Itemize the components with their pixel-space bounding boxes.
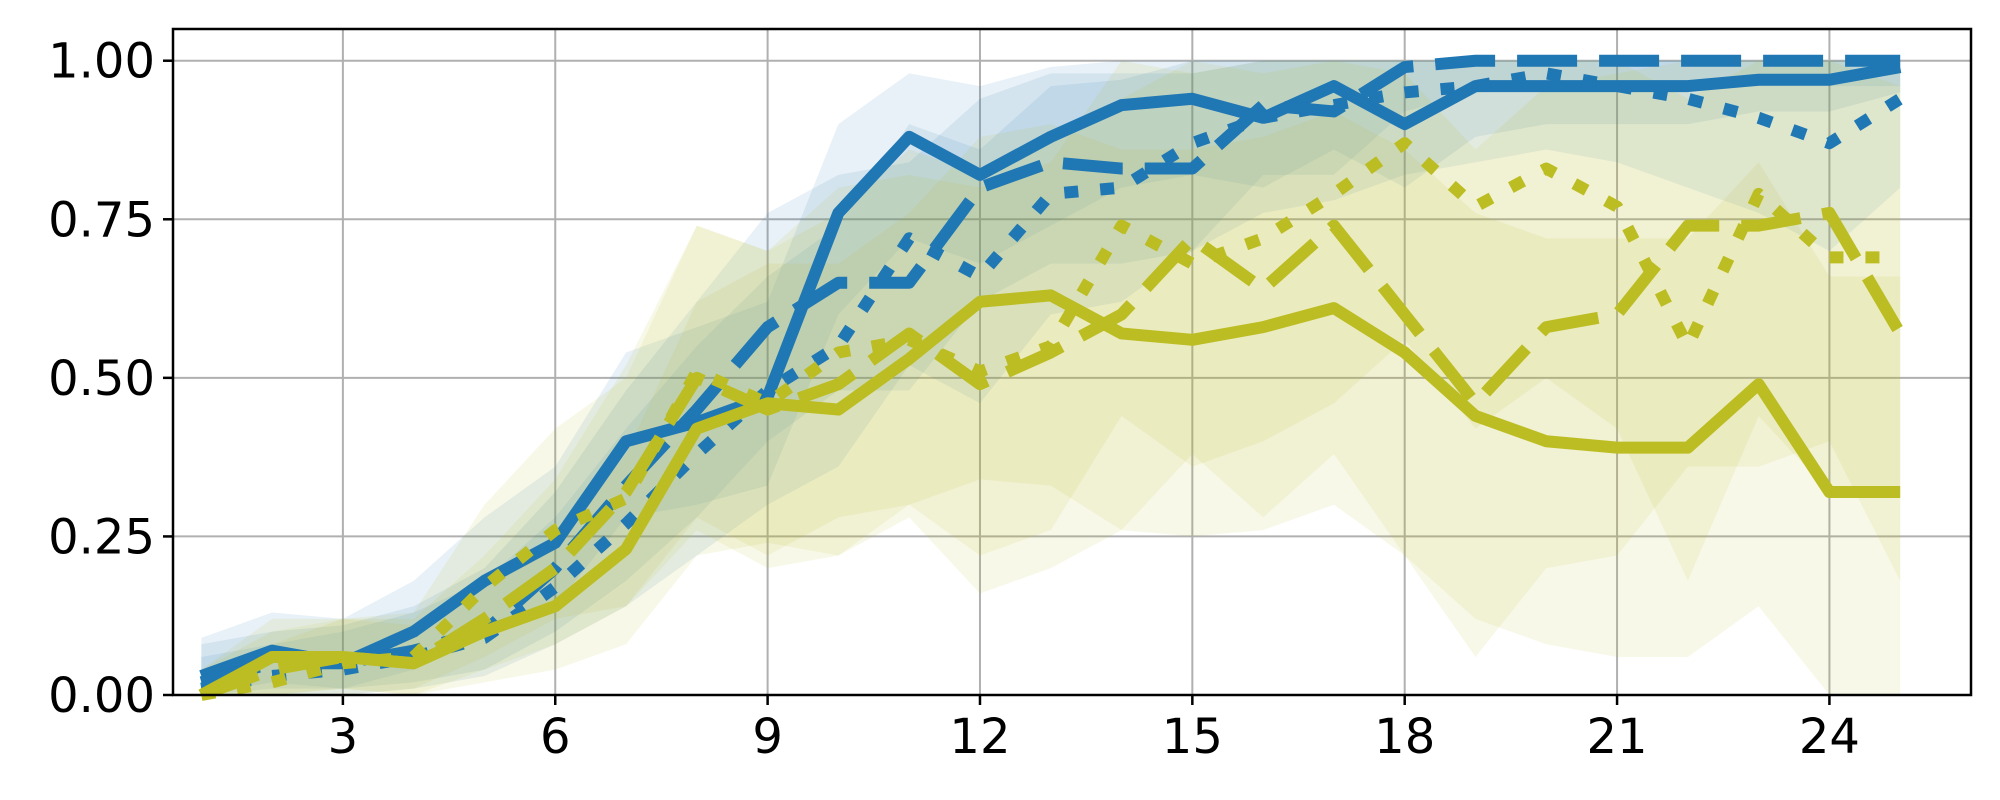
confidence-bands: [201, 60, 1901, 695]
series-4-band: [201, 60, 1901, 695]
series-0-band: [201, 60, 1901, 695]
plot-frame: [171, 27, 1973, 697]
series-1-band: [201, 60, 1901, 695]
x-tick-label: 15: [1162, 709, 1223, 765]
x-tick-label: 18: [1374, 709, 1435, 765]
series-0-line: [199, 61, 1902, 682]
y-tick-label: 0.50: [48, 351, 155, 407]
series-2-band: [201, 60, 1901, 695]
x-tick-label: 24: [1799, 709, 1860, 765]
x-tick-label: 3: [328, 709, 359, 765]
series-5-band: [201, 60, 1901, 695]
y-tick-label: 0.25: [48, 509, 155, 565]
x-tick-label: 21: [1587, 709, 1648, 765]
series-3-line: [198, 289, 1901, 701]
series-lines: [198, 54, 1906, 701]
axis-ticks: 3 6 9 12 15 18 21 24 0.00 0.25 0.50 0.75 1.00: [48, 34, 1860, 765]
x-tick-label: 6: [540, 709, 571, 765]
series-5-line: [200, 137, 1901, 701]
y-tick-label: 0.00: [48, 668, 155, 724]
y-tick-label: 0.75: [48, 192, 155, 248]
x-tick-label: 9: [752, 709, 783, 765]
y-tick-label: 1.00: [48, 34, 155, 90]
x-tick-label: 12: [949, 709, 1010, 765]
